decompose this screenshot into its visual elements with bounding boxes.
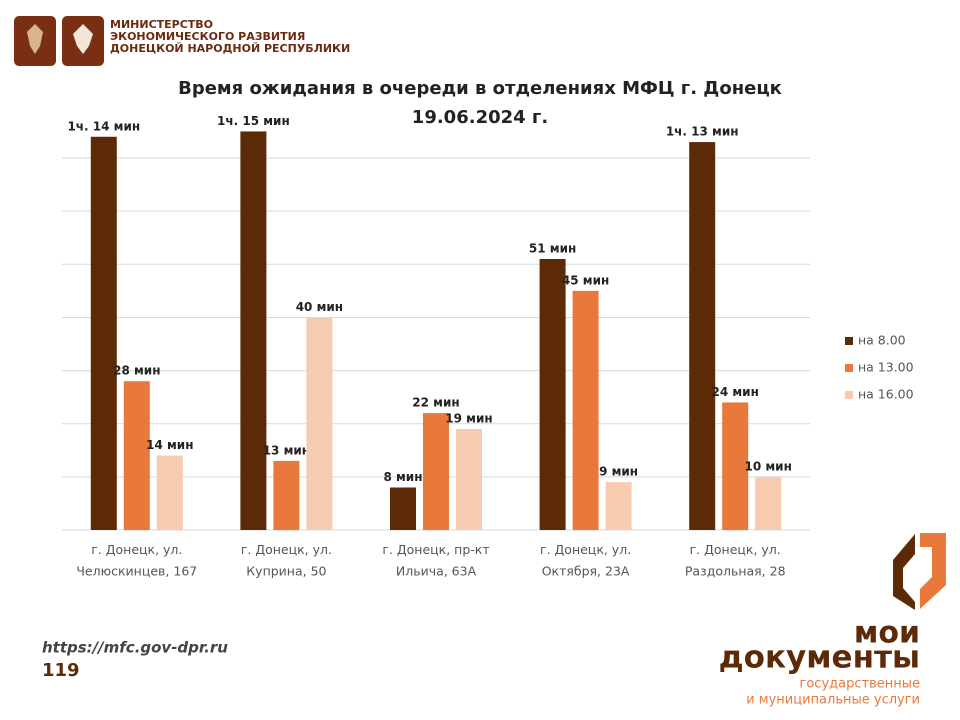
chart-title: 19.06.2024 г.	[412, 107, 548, 128]
bar	[240, 131, 267, 530]
ministry-line: ДОНЕЦКОЙ НАРОДНОЙ РЕСПУБЛИКИ	[110, 42, 350, 55]
ministry-line: ЭКОНОМИЧЕСКОГО РАЗВИТИЯ	[110, 30, 305, 43]
value-label: 45 мин	[562, 273, 609, 287]
value-label: 1ч. 13 мин	[666, 125, 739, 139]
chart-title: Время ожидания в очереди в отделениях МФ…	[178, 78, 782, 99]
value-label: 13 мин	[263, 443, 310, 457]
bar	[423, 413, 449, 530]
logo-sub: и муниципальные услуги	[746, 693, 920, 708]
bar	[722, 402, 749, 530]
value-label: 22 мин	[412, 396, 459, 410]
value-label: 14 мин	[146, 438, 193, 452]
value-label: 8 мин	[383, 470, 422, 484]
legend-label: на 13.00	[858, 360, 914, 375]
bar	[755, 476, 782, 530]
bar	[539, 258, 566, 530]
value-label: 1ч. 15 мин	[217, 114, 290, 128]
legend-swatch	[845, 337, 853, 345]
logo-main: документы	[719, 640, 920, 676]
value-label: 1ч. 14 мин	[67, 119, 140, 133]
value-label: 28 мин	[113, 364, 160, 378]
legend-label: на 8.00	[858, 333, 906, 348]
x-tick-label: г. Донецк, ул. Челюскинцев, 167	[76, 542, 197, 578]
bar	[689, 142, 716, 530]
value-label: 51 мин	[529, 241, 576, 255]
logo-sub: государственные	[800, 677, 920, 692]
bar	[572, 290, 599, 530]
emblems	[14, 16, 104, 66]
ministry-line: МИНИСТЕРСТВО	[110, 18, 213, 31]
value-label: 40 мин	[296, 300, 343, 314]
bar	[90, 136, 117, 531]
legend-swatch	[845, 364, 853, 372]
bar	[456, 429, 482, 530]
mfc-logo	[893, 533, 946, 610]
page-number: 119	[42, 660, 80, 681]
value-label: 24 мин	[712, 385, 759, 399]
value-label: 10 мин	[745, 459, 792, 473]
url: https://mfc.gov-dpr.ru	[42, 639, 228, 657]
bar	[306, 317, 333, 530]
value-label: 19 мин	[445, 412, 492, 426]
bar	[605, 482, 632, 530]
bar	[273, 460, 300, 530]
logo-top: мои	[854, 616, 920, 651]
bar	[156, 455, 183, 530]
x-tick-label: г. Донецк, ул. Октября, 23А	[540, 542, 631, 578]
x-tick-label: г. Донецк, пр-кт Ильича, 63А	[382, 542, 489, 578]
bar	[123, 381, 150, 530]
legend-swatch	[845, 391, 853, 399]
value-label: 9 мин	[599, 465, 638, 479]
x-tick-label: г. Донецк, ул. Раздольная, 28	[685, 542, 786, 578]
legend-label: на 16.00	[858, 387, 914, 402]
x-tick-label: г. Донецк, ул. Куприна, 50	[241, 542, 332, 578]
bar	[390, 487, 416, 530]
